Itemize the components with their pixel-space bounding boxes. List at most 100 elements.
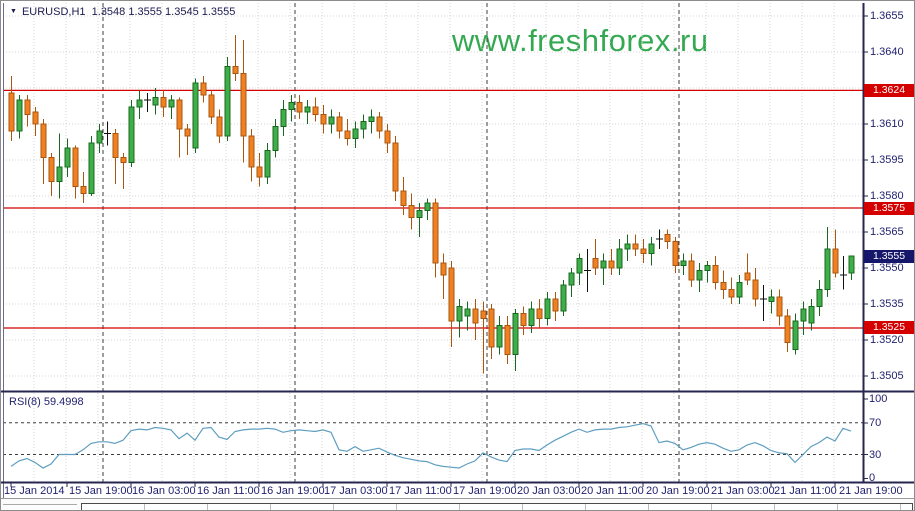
candle [344,119,351,146]
time-axis-label: 17 Jan 03:00 [324,485,388,497]
candle [400,176,407,216]
price-axis-label: 1.3550 [870,262,904,274]
candle [368,109,375,134]
candle [728,277,735,304]
candle [272,119,279,158]
candle [184,124,191,156]
rsi-line [10,422,852,469]
candle [584,248,591,292]
candle [720,270,727,300]
rsi-levels [3,422,863,455]
candle [616,239,623,276]
symbol-ohlc-values: 1.3548 1.3555 1.3545 1.3555 [91,6,236,18]
candle [648,236,655,266]
price-line-badge: 1.3575 [864,202,914,215]
candle [800,301,807,336]
candle [224,56,231,141]
candle [304,100,311,124]
candle [624,234,631,261]
candle [696,263,703,292]
candle [208,90,215,124]
candle [536,299,543,328]
candle [760,284,767,321]
rsi-axis-label: 100 [869,393,888,405]
price-axis-label: 1.3640 [870,46,904,58]
price-axis-label: 1.3565 [870,226,904,238]
candle [816,280,823,316]
candle [480,301,487,374]
candle [168,95,175,120]
symbol-info-bar: ▼ EURUSD,H1 1.3548 1.3555 1.3545 1.3555 [10,6,235,18]
price-line-badge: 1.3624 [864,84,914,97]
price-axis-label: 1.3610 [870,118,904,130]
candle [832,229,839,278]
candle [752,268,759,307]
candle [40,119,47,184]
candle [128,100,135,168]
candle [504,316,511,364]
candle [568,268,575,297]
rsi-axis-label: 0 [869,472,876,484]
candle [192,78,199,153]
time-axis-label: 16 Jan 19:00 [261,485,325,497]
time-axis-label: 16 Jan 11:00 [197,485,260,497]
time-axis-label: 16 Jan 03:00 [132,485,196,497]
time-axis-label: 17 Jan 19:00 [453,485,517,497]
candle [56,133,63,199]
price-axis-label: 1.3655 [870,10,904,22]
candle [528,301,535,333]
candle [792,313,799,355]
candle [680,253,687,276]
candle [16,95,23,139]
candle [512,308,519,372]
candle [32,107,39,136]
candle [464,301,471,331]
candles-layer [8,35,855,374]
candle [72,145,79,199]
candle [336,112,343,139]
time-axis-label: 20 Jan 11:00 [581,485,644,497]
candle [104,121,111,146]
candle [688,253,695,288]
candle [704,260,711,283]
candle [776,289,783,326]
time-axis-label: 20 Jan 19:00 [646,485,710,497]
time-axis-label: 21 Jan 19:00 [839,485,903,497]
candle [144,92,151,112]
candle [328,109,335,134]
price-axis-label: 1.3520 [870,334,904,346]
time-axis-label: 15 Jan 2014 [4,485,65,497]
candle [640,239,647,264]
chevron-down-icon[interactable]: ▼ [10,8,17,15]
price-axis-label: 1.3535 [870,298,904,310]
candle [472,299,479,340]
candle [352,121,359,148]
candle [824,227,831,297]
candle [120,152,127,189]
candle [808,299,815,331]
candle [96,124,103,153]
price-axis-label: 1.3580 [870,190,904,202]
candle [440,253,447,300]
candle [840,256,847,290]
candle [632,234,639,256]
bottom-window-edge[interactable] [81,503,913,510]
candle [64,138,71,177]
candle [744,253,751,285]
candle [456,299,463,338]
candle [408,193,415,230]
candle [416,203,423,237]
candle [80,172,87,204]
candle [448,260,455,348]
candle [240,40,247,163]
candle [600,253,607,285]
candle [8,76,15,141]
current-price-badge: 1.3555 [864,250,914,263]
candle [112,128,119,184]
horizontal-price-lines[interactable] [3,89,863,329]
candle [608,248,615,276]
chart-frame [1,3,914,499]
candle [88,136,95,196]
